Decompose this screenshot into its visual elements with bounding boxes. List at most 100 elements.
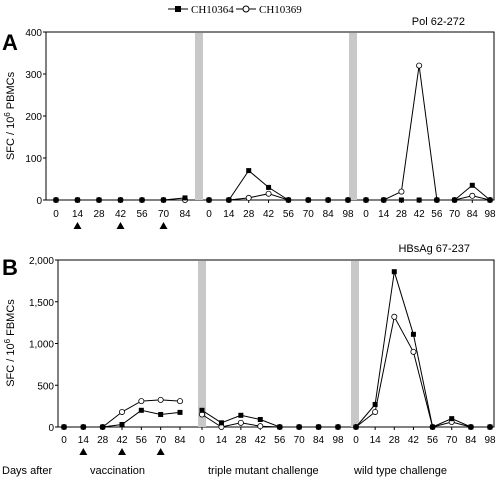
x-tick-label: 56 (136, 435, 148, 446)
data-point-ch10364 (80, 424, 86, 430)
data-point-ch10369 (157, 396, 164, 403)
legend-marker-ch10369 (242, 5, 250, 13)
data-point-ch10364 (381, 197, 387, 203)
x-tick-label: 84 (179, 209, 191, 220)
data-point-ch10364 (75, 197, 80, 203)
x-tick-label: 70 (303, 209, 315, 220)
data-point-ch10369 (410, 348, 417, 355)
panel-title-a: Pol 62-272 (412, 16, 465, 28)
x-tick-label: 84 (313, 435, 325, 446)
vaccination-arrow-icon (118, 448, 126, 455)
data-point-ch10364 (325, 197, 331, 203)
data-point-ch10369 (176, 398, 183, 405)
x-tick-label: 28 (235, 435, 247, 446)
data-point-ch10364 (119, 421, 125, 427)
data-point-ch10364 (285, 197, 291, 203)
x-tick-label: 56 (274, 435, 286, 446)
data-point-ch10364 (316, 424, 322, 430)
vaccination-arrow-icon (159, 222, 168, 229)
x-tick-label: 56 (283, 209, 295, 220)
x-tick-label: 28 (396, 209, 408, 220)
x-tick-label: 98 (484, 435, 496, 446)
x-tick-label: 0 (61, 435, 67, 446)
data-point-ch10364 (182, 195, 188, 201)
x-tick-label: 42 (263, 209, 275, 220)
x-tick-label: 0 (206, 209, 212, 220)
series-line-ch10369 (366, 65, 491, 201)
x-tick-label: 70 (158, 209, 170, 220)
footer-triple-mutant: triple mutant challenge (208, 465, 319, 477)
data-point-ch10369 (257, 423, 264, 430)
data-point-ch10364 (363, 197, 369, 203)
data-point-ch10364 (487, 424, 493, 430)
y-tick-label: 400 (25, 28, 42, 39)
data-point-ch10364 (434, 197, 440, 203)
y-axis-label-a: SFC / 106 PBMCs (3, 71, 18, 160)
x-tick-label: 98 (332, 435, 344, 446)
x-tick-label: 98 (484, 209, 496, 220)
y-tick-label: 100 (25, 154, 42, 165)
legend-label-ch10364: CH10364 (191, 4, 234, 16)
data-point-ch10364 (199, 407, 205, 413)
data-point-ch10364 (246, 168, 252, 174)
x-tick-label: 28 (97, 435, 109, 446)
data-point-ch10369 (119, 408, 126, 415)
footer-days-after: Days after (2, 465, 52, 477)
data-point-ch10364 (372, 401, 378, 407)
data-point-ch10364 (238, 412, 244, 418)
challenge-separator-b-2 (351, 261, 359, 427)
data-point-ch10369 (416, 62, 423, 69)
data-point-ch10364 (226, 197, 232, 203)
data-point-ch10369 (237, 419, 244, 426)
data-point-ch10364 (206, 197, 212, 203)
x-tick-label: 84 (174, 435, 186, 446)
data-point-ch10364 (335, 424, 341, 430)
panel-title-b: HBsAg 67-237 (398, 243, 470, 255)
data-point-ch10364 (452, 197, 458, 203)
challenge-separator-a-1 (195, 33, 203, 200)
data-point-ch10364 (96, 197, 102, 203)
data-point-ch10369 (372, 408, 379, 415)
data-point-ch10369 (398, 188, 405, 195)
legend: CH10364 CH10369 (168, 4, 302, 16)
x-tick-label: 14 (378, 209, 390, 220)
data-point-ch10364 (469, 182, 475, 188)
data-point-ch10364 (277, 424, 283, 430)
x-tick-label: 84 (465, 435, 477, 446)
plot-area-a: 0 100 200 300 400 0 14 28 42 56 70 84 0 14 28 42 56 70 84 9… (25, 28, 496, 229)
x-tick-label: 0 (199, 435, 205, 446)
data-point-ch10369 (391, 313, 398, 320)
x-tick-label: 56 (427, 435, 439, 446)
panel-b: B HBsAg 67-237 SFC / 106 FBMCs 0 500 1,000… (2, 243, 496, 455)
x-tick-label: 42 (116, 435, 128, 446)
data-point-ch10364 (61, 424, 67, 430)
data-point-ch10364 (305, 197, 311, 203)
legend-marker-ch10364 (175, 6, 181, 12)
x-tick-label: 28 (93, 209, 105, 220)
vaccination-arrow-icon (156, 448, 165, 455)
panel-label-b: B (2, 255, 18, 280)
footer: Days after vaccination triple mutant cha… (2, 465, 447, 477)
data-point-ch10364 (266, 184, 272, 190)
series-line-ch10364 (366, 184, 491, 201)
x-tick-label: 28 (389, 435, 401, 446)
x-tick-label: 70 (155, 435, 167, 446)
vaccination-arrow-icon (116, 222, 125, 229)
data-point-ch10364 (177, 409, 183, 415)
y-tick-label: 200 (25, 112, 42, 123)
x-tick-label: 0 (53, 209, 59, 220)
x-tick-label: 14 (72, 209, 84, 220)
x-tick-label: 70 (449, 209, 461, 220)
x-tick-label: 42 (408, 435, 420, 446)
data-point-ch10364 (158, 411, 164, 417)
data-point-ch10364 (161, 197, 166, 203)
y-tick-label: 0 (48, 423, 54, 434)
x-tick-label: 42 (115, 209, 127, 220)
x-tick-label: 0 (353, 435, 359, 446)
data-point-ch10364 (139, 197, 145, 203)
x-tick-label: 98 (342, 209, 354, 220)
data-point-ch10364 (296, 424, 302, 430)
x-tick-label: 84 (467, 209, 479, 220)
data-point-ch10364 (138, 407, 144, 413)
